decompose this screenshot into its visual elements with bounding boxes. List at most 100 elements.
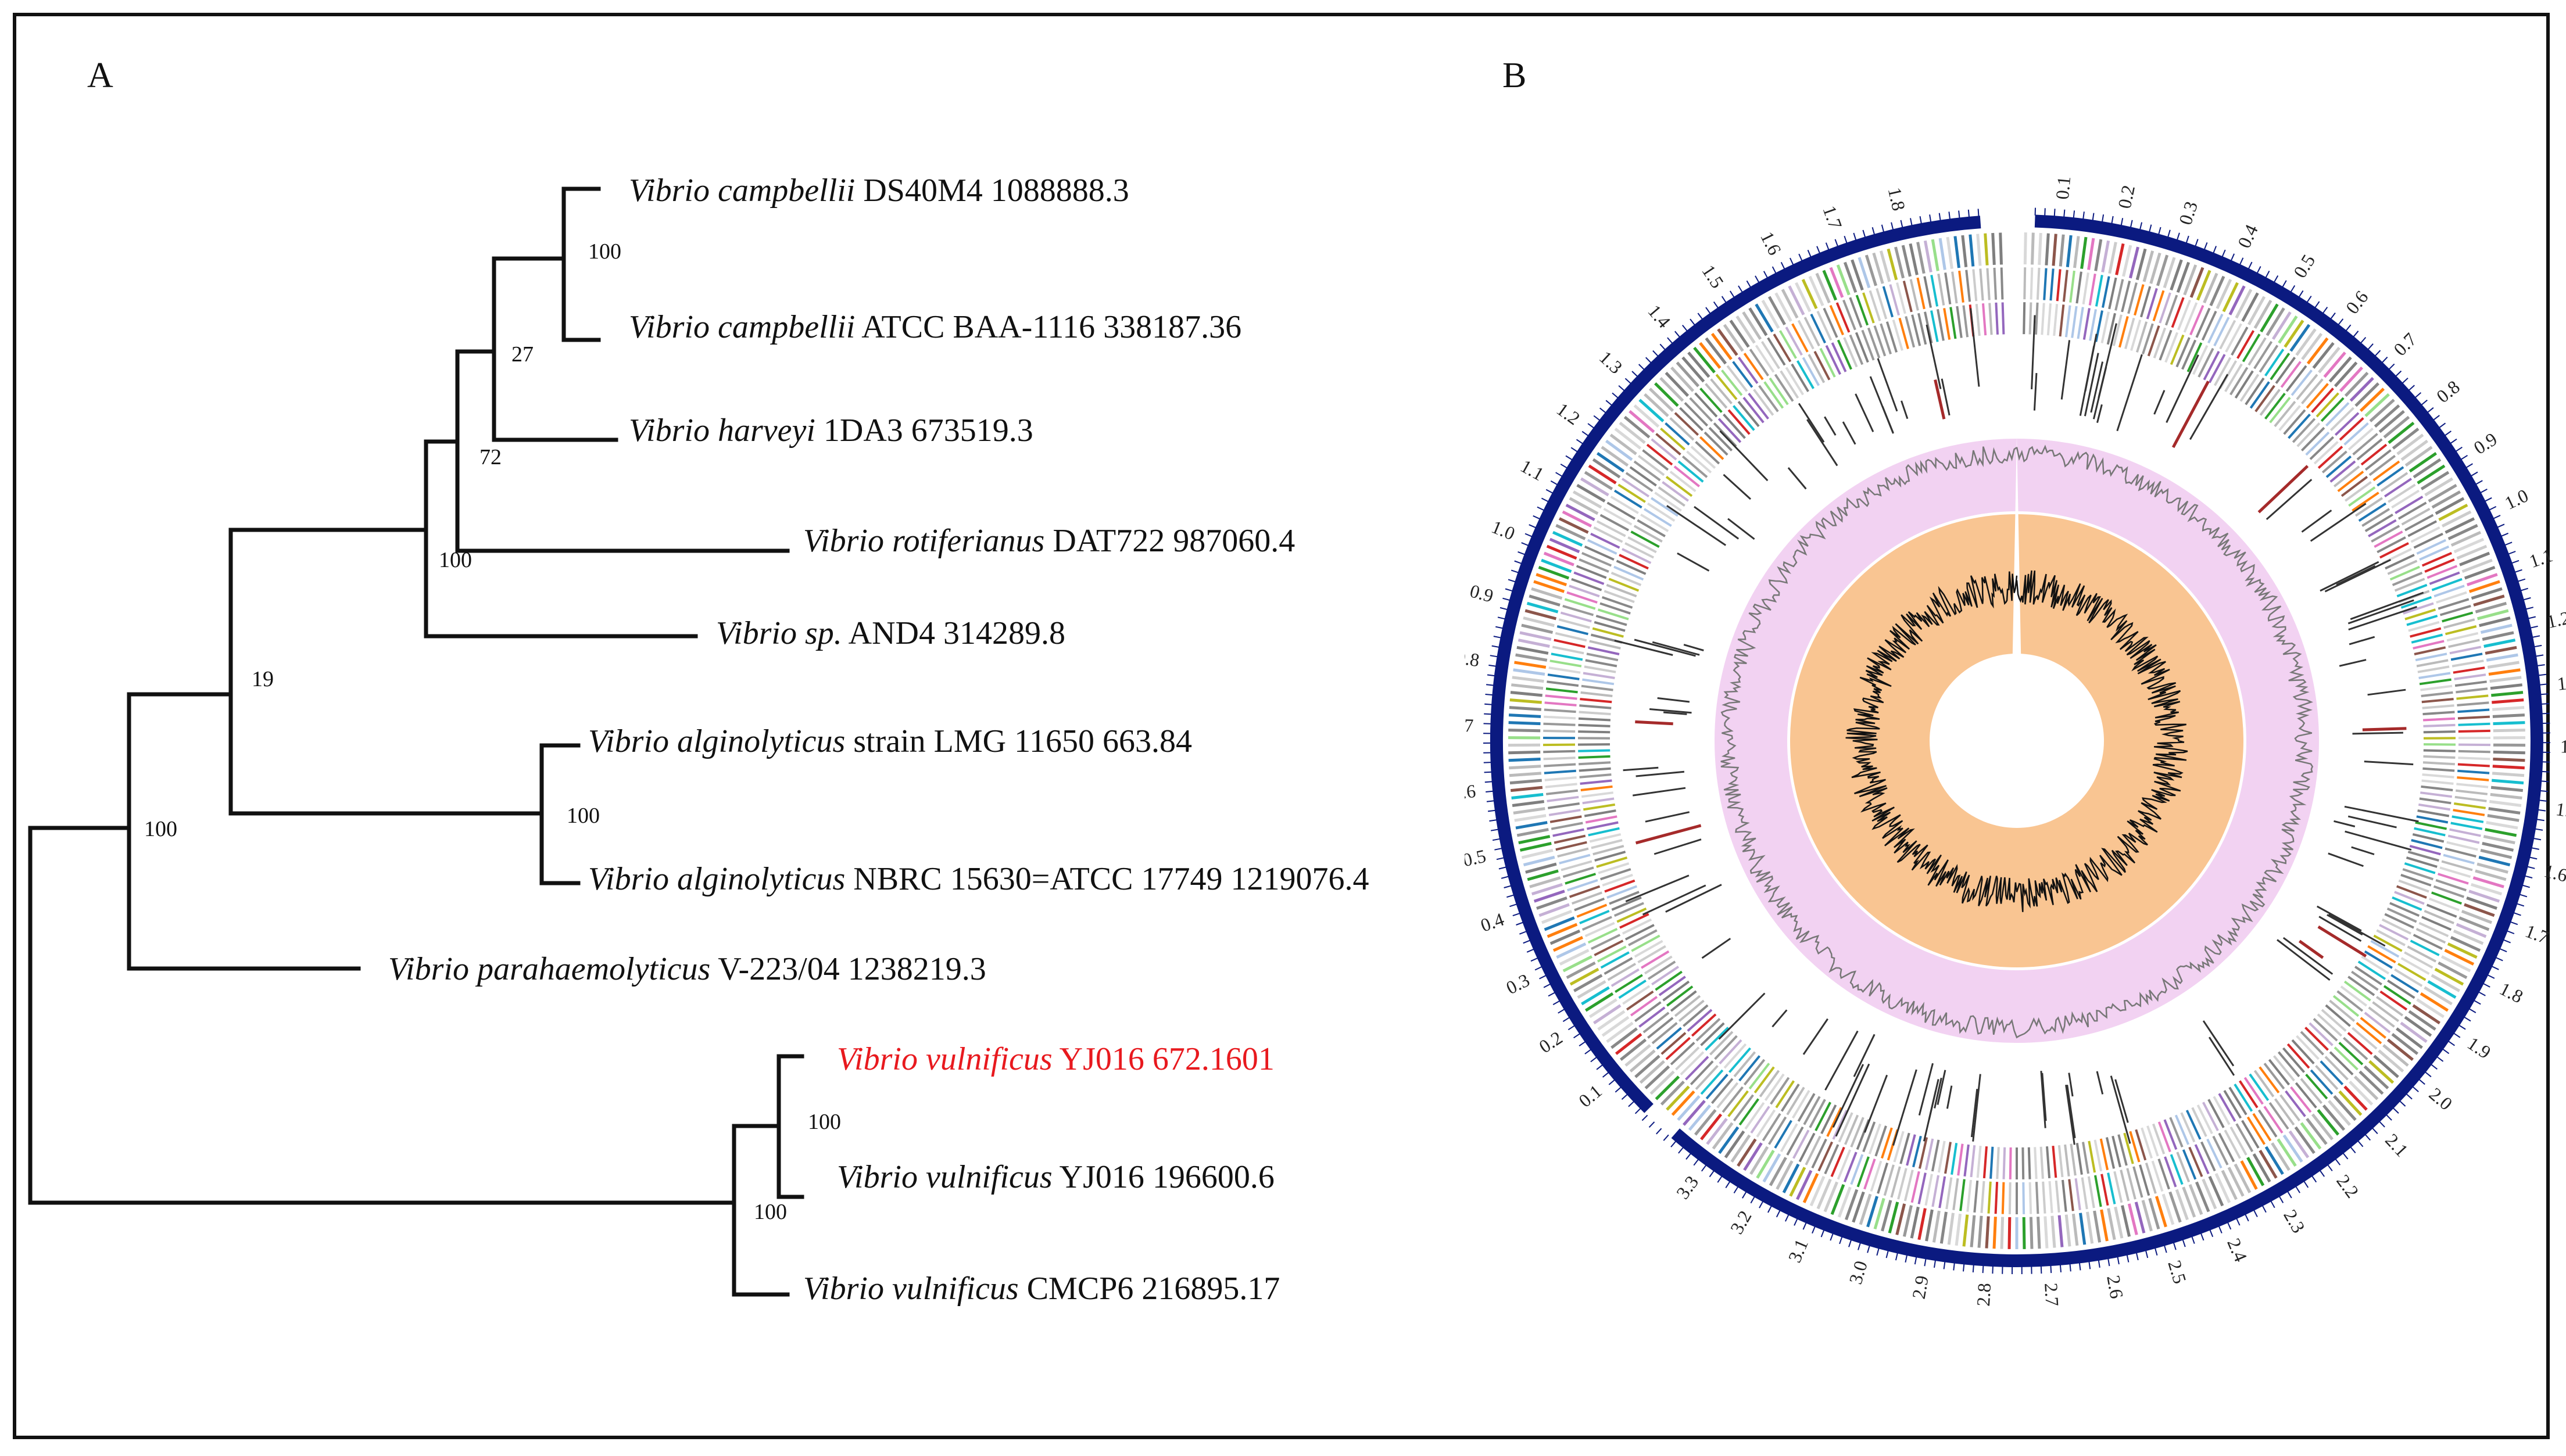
feature-mark <box>1718 1126 1740 1154</box>
feature-mark <box>1845 1189 1859 1221</box>
feature-mark <box>1660 1032 1687 1055</box>
feature-mark <box>1687 352 1710 378</box>
feature-mark <box>1851 259 1864 291</box>
backbone-minor-tick <box>2069 1264 2071 1272</box>
tick-label: 1.8 <box>1884 185 1910 213</box>
feature-mark <box>1717 418 1742 443</box>
feature-mark <box>2454 680 2487 687</box>
backbone-minor-tick <box>1992 1266 1994 1274</box>
backbone-minor-tick <box>1502 597 1511 601</box>
feature-mark <box>2059 304 2065 337</box>
backbone-minor-tick <box>1690 318 1695 326</box>
backbone-minor-tick <box>1487 809 1496 812</box>
panel-a-label: A <box>87 56 113 95</box>
backbone-minor-tick <box>2520 894 2528 898</box>
feature-mark <box>2124 317 2135 349</box>
feature-mark <box>2056 269 2062 302</box>
feature-mark <box>1924 311 1933 343</box>
feature-mark <box>1896 282 1906 314</box>
feature-mark <box>2317 1013 2343 1037</box>
feature-mark <box>1581 986 1610 1006</box>
feature-mark <box>1587 539 1617 555</box>
backbone-minor-tick <box>2418 1079 2425 1085</box>
feature-mark <box>2306 1117 2328 1145</box>
feature-mark <box>2082 308 2091 340</box>
feature-mark <box>2325 1004 2351 1027</box>
feature-mark <box>1923 240 1932 272</box>
backbone-minor-tick <box>2536 819 2544 822</box>
tick-label: 2.1 <box>2381 1129 2413 1161</box>
feature-mark <box>2218 1093 2236 1122</box>
feature-line <box>1972 1074 1981 1142</box>
feature-mark <box>2171 297 2185 328</box>
backbone-minor-tick <box>2303 1181 2309 1188</box>
feature-mark <box>1837 339 1852 370</box>
feature-mark <box>1596 520 1626 537</box>
feature-mark <box>1724 1130 1745 1159</box>
feature-mark <box>1650 497 1679 517</box>
feature-mark <box>2176 261 2191 293</box>
backbone-minor-tick <box>2530 625 2538 629</box>
feature-mark <box>1785 367 1805 396</box>
feature-line <box>1719 430 1769 482</box>
feature-mark <box>1925 1209 1934 1242</box>
backbone-minor-tick <box>1634 1107 1641 1114</box>
feature-mark <box>1849 297 1863 328</box>
backbone-minor-tick <box>2485 497 2492 502</box>
backbone-minor-tick <box>1853 232 1857 241</box>
feature-mark <box>2257 1109 2278 1138</box>
feature-mark <box>2415 927 2446 944</box>
feature-mark <box>2224 363 2243 392</box>
feature-line <box>1798 403 1825 443</box>
feature-line <box>1946 1085 1953 1109</box>
feature-mark <box>1651 966 1680 986</box>
feature-mark <box>2340 476 2368 497</box>
feature-mark <box>1917 1208 1927 1240</box>
feature-mark <box>1749 1146 1769 1175</box>
feature-mark <box>2424 986 2453 1006</box>
feature-mark <box>2246 1157 2265 1186</box>
feature-mark <box>1519 631 1552 641</box>
feature-mark <box>1775 1080 1795 1109</box>
feature-mark <box>1710 332 1733 360</box>
feature-mark <box>1829 267 1844 298</box>
backbone-minor-tick <box>1862 229 1866 238</box>
feature-line <box>1666 505 1727 546</box>
feature-mark <box>2282 1047 2306 1073</box>
feature-mark <box>2114 279 2124 311</box>
tick-label: 0.4 <box>2234 221 2262 251</box>
backbone-minor-tick <box>2191 1236 2195 1244</box>
feature-mark <box>2410 939 2440 956</box>
feature-mark <box>1693 346 1716 374</box>
feature-mark <box>1512 676 1544 683</box>
feature-mark <box>1999 232 2003 265</box>
backbone-minor-tick <box>2256 266 2261 274</box>
feature-mark <box>2196 270 2211 301</box>
feature-mark <box>1562 510 1592 528</box>
feature-mark <box>2245 377 2265 406</box>
feature-mark <box>2306 337 2329 365</box>
feature-mark <box>2218 1132 2235 1163</box>
feature-mark <box>2337 471 2364 492</box>
feature-line <box>1635 824 1702 845</box>
feature-line <box>2364 761 2414 766</box>
feature-mark <box>1909 243 1919 275</box>
feature-line <box>1832 1064 1864 1128</box>
feature-mark <box>2009 1147 2012 1179</box>
feature-mark <box>1674 995 1701 1017</box>
feature-mark <box>2135 248 2147 281</box>
feature-mark <box>2422 773 2454 779</box>
backbone-minor-tick <box>1742 1191 1747 1199</box>
feature-mark <box>2123 1132 2134 1164</box>
feature-mark <box>2252 1113 2272 1142</box>
feature-mark <box>1899 1132 1910 1164</box>
backbone-minor-tick <box>1914 1257 1917 1265</box>
feature-mark <box>2352 492 2379 512</box>
feature-mark <box>2312 342 2335 369</box>
feature-mark <box>2347 976 2375 996</box>
feature-mark <box>1634 1001 1662 1023</box>
feature-mark <box>2413 934 2443 950</box>
feature-mark <box>2404 1016 2432 1037</box>
feature-mark <box>1544 763 1576 768</box>
feature-mark <box>1511 683 1544 690</box>
